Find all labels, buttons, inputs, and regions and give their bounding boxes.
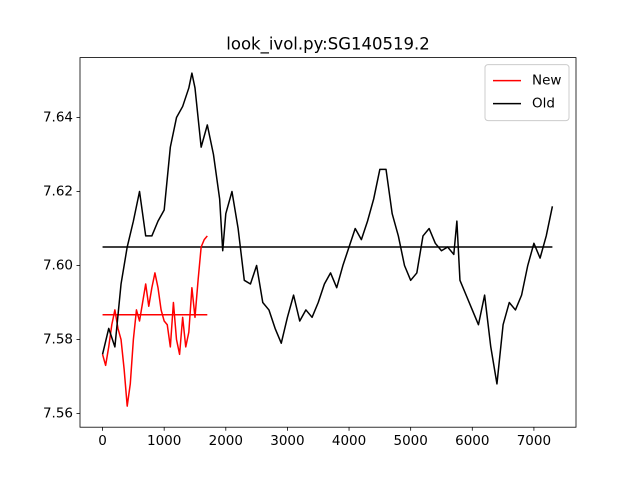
y-tick-label: 7.58 — [43, 332, 73, 348]
x-tick-label: 3000 — [270, 433, 304, 449]
x-tick-label: 4000 — [332, 433, 366, 449]
y-tick-label: 7.64 — [43, 110, 73, 126]
plot-frame — [79, 57, 577, 428]
x-tick-label: 0 — [98, 433, 107, 449]
x-tick-label: 6000 — [455, 433, 489, 449]
legend-box — [484, 64, 570, 122]
legend-label: New — [532, 73, 561, 89]
y-tick-label: 7.60 — [43, 258, 73, 274]
x-tick-label: 7000 — [517, 433, 551, 449]
x-tick-label: 1000 — [147, 433, 181, 449]
y-tick-label: 7.62 — [43, 184, 73, 200]
chart-title: look_ivol.py:SG140519.2 — [226, 35, 429, 55]
series-line — [101, 72, 554, 385]
x-tick-label: 5000 — [393, 433, 427, 449]
x-tick-label: 2000 — [209, 433, 243, 449]
series-line — [101, 235, 208, 407]
legend-label: Old — [532, 96, 555, 112]
y-tick-label: 7.56 — [43, 406, 73, 422]
